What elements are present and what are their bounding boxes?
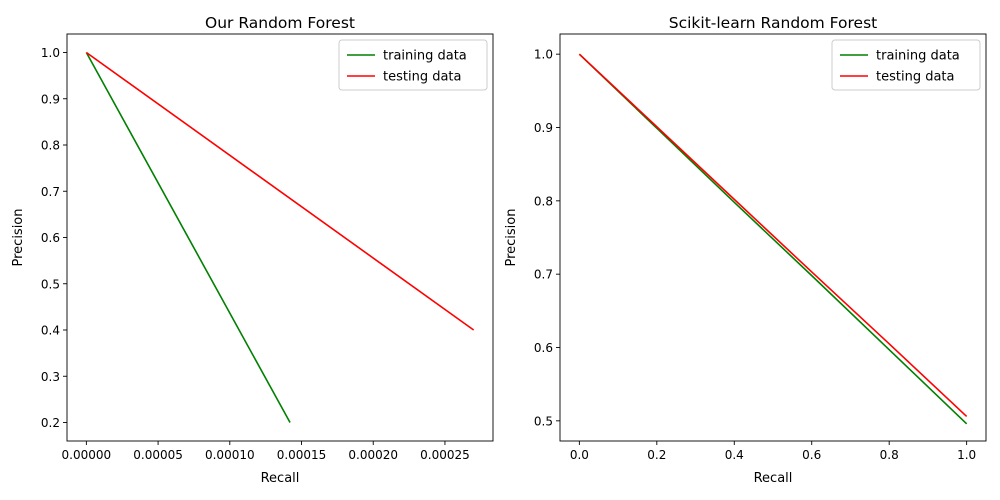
y-tick-label: 0.5 [41, 277, 60, 291]
x-tick-label: 0.00005 [133, 448, 183, 462]
y-tick-label: 1.0 [41, 46, 60, 60]
y-tick-label: 0.4 [41, 324, 60, 338]
legend-box [338, 39, 488, 91]
x-tick-label: 0.00000 [62, 448, 112, 462]
y-axis-label: Precision [11, 208, 26, 266]
series-line-training [578, 53, 968, 425]
x-tick-label: 0.00010 [205, 448, 255, 462]
series-line-training [85, 52, 291, 423]
y-tick-label: 0.9 [41, 92, 60, 106]
y-tick-label: 0.2 [41, 416, 60, 430]
x-tick-label: 0.00020 [348, 448, 398, 462]
y-axis-label: Precision [504, 208, 519, 266]
y-tick-label: 0.3 [41, 370, 60, 384]
series-line-testing [578, 53, 968, 418]
chart-title: Our Random Forest [205, 14, 355, 32]
legend-label-testing: testing data [383, 70, 461, 85]
x-tick-label: 0.0 [570, 448, 589, 462]
x-tick-label: 0.00025 [420, 448, 470, 462]
x-tick-label: 0.8 [880, 448, 899, 462]
legend: training data testing data [831, 39, 981, 91]
y-tick-label: 0.9 [534, 121, 553, 135]
x-tick-label: 0.6 [802, 448, 821, 462]
chart-panel-2: Scikit-learn Random Forest 0.0 0.2 0.4 0.6 0.… [504, 14, 987, 486]
x-tick-label: 0.00015 [277, 448, 327, 462]
x-tick-label: 1.0 [957, 448, 976, 462]
x-axis-label: Recall [261, 471, 300, 486]
x-axis-label: Recall [754, 471, 793, 486]
y-tick-label: 0.6 [41, 231, 60, 245]
y-tick-label: 0.8 [41, 139, 60, 153]
legend-label-testing: testing data [876, 70, 954, 85]
y-tick-label: 0.5 [534, 414, 553, 428]
y-tick-label: 1.0 [534, 48, 553, 62]
series-line-testing [85, 51, 475, 331]
legend-box [831, 39, 981, 91]
y-tick-label: 0.7 [534, 268, 553, 282]
chart-panel-1: Our Random Forest 0.00000 0.00005 0.00010 0.… [11, 14, 494, 486]
y-tick-label: 0.7 [41, 185, 60, 199]
legend: training data testing data [338, 39, 488, 91]
legend-label-training: training data [876, 49, 960, 64]
x-tick-label: 0.4 [725, 448, 744, 462]
plot-frame [559, 33, 987, 442]
x-tick-label: 0.2 [647, 448, 666, 462]
plot-frame [66, 33, 494, 442]
y-tick-label: 0.6 [534, 341, 553, 355]
legend-label-training: training data [383, 49, 467, 64]
y-tick-label: 0.8 [534, 194, 553, 208]
chart-title: Scikit-learn Random Forest [669, 14, 877, 32]
